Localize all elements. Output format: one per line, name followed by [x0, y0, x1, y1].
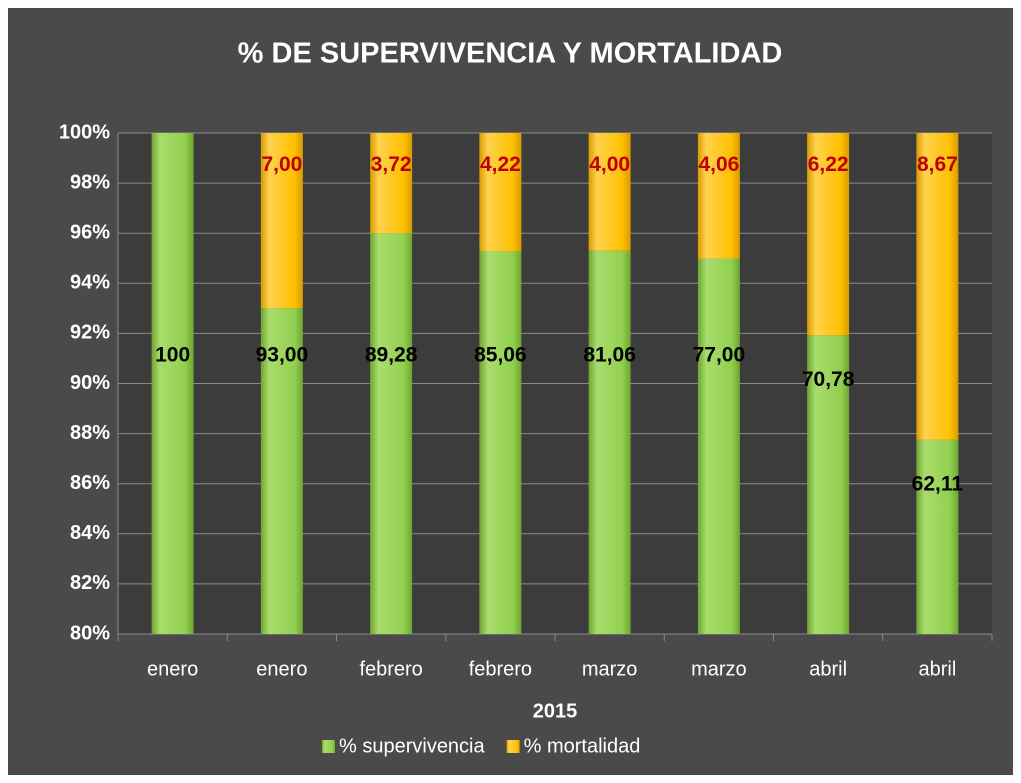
legend-label: % mortalidad: [524, 735, 641, 757]
y-tick-label: 82%: [70, 572, 110, 594]
bar-segment: [370, 233, 413, 634]
x-tick-label: marzo: [691, 658, 747, 680]
data-label: 70,78: [802, 368, 855, 391]
data-label: 4,06: [698, 153, 739, 176]
data-label: 85,06: [474, 343, 527, 366]
data-label: 89,28: [365, 343, 418, 366]
y-tick-label: 92%: [70, 322, 110, 344]
legend-swatch: [322, 740, 335, 753]
bar-segment: [916, 439, 959, 634]
data-label: 4,00: [589, 153, 630, 176]
x-tick-label: marzo: [582, 658, 638, 680]
bar-segment: [479, 251, 522, 634]
data-label: 3,72: [371, 153, 412, 176]
x-tick-label: abril: [809, 658, 847, 680]
y-tick-label: 94%: [70, 272, 110, 294]
x-tick-label: enero: [147, 658, 198, 680]
y-tick-label: 90%: [70, 372, 110, 394]
data-label: 8,67: [917, 153, 958, 176]
bar-segment: [588, 133, 631, 251]
data-label: 7,00: [261, 153, 302, 176]
bar-segment: [260, 308, 303, 634]
y-tick-label: 86%: [70, 472, 110, 494]
y-tick-label: 100%: [59, 121, 110, 143]
data-label: 62,11: [912, 472, 964, 495]
bar-segment: [370, 133, 413, 234]
data-label: 77,00: [693, 343, 746, 366]
bar-segment: [697, 133, 740, 259]
legend-label: % supervivencia: [339, 735, 486, 757]
y-tick-label: 88%: [70, 422, 110, 444]
data-label: 81,06: [583, 343, 636, 366]
y-tick-label: 98%: [70, 171, 110, 193]
bar-segment: [479, 133, 522, 252]
bar-segment: [807, 335, 850, 634]
data-label: 100: [155, 343, 190, 366]
x-tick-label: febrero: [469, 658, 532, 680]
bar-segment: [588, 250, 631, 634]
x-axis-title: 2015: [533, 700, 578, 722]
x-tick-label: abril: [918, 658, 956, 680]
bar-segment: [916, 133, 959, 440]
data-label: 6,22: [808, 153, 849, 176]
data-label: 4,22: [480, 153, 521, 176]
x-tick-label: enero: [256, 658, 307, 680]
y-tick-label: 84%: [70, 522, 110, 544]
bar-segment: [807, 133, 850, 336]
bar-segment: [151, 133, 194, 634]
x-tick-label: febrero: [359, 658, 422, 680]
data-label: 93,00: [256, 343, 309, 366]
bar-segment: [697, 258, 740, 634]
y-tick-label: 96%: [70, 221, 110, 243]
chart-title: % DE SUPERVIVENCIA Y MORTALIDAD: [238, 38, 783, 70]
y-tick-label: 80%: [70, 622, 110, 644]
legend-swatch: [506, 740, 520, 753]
bar-segment: [260, 133, 303, 309]
